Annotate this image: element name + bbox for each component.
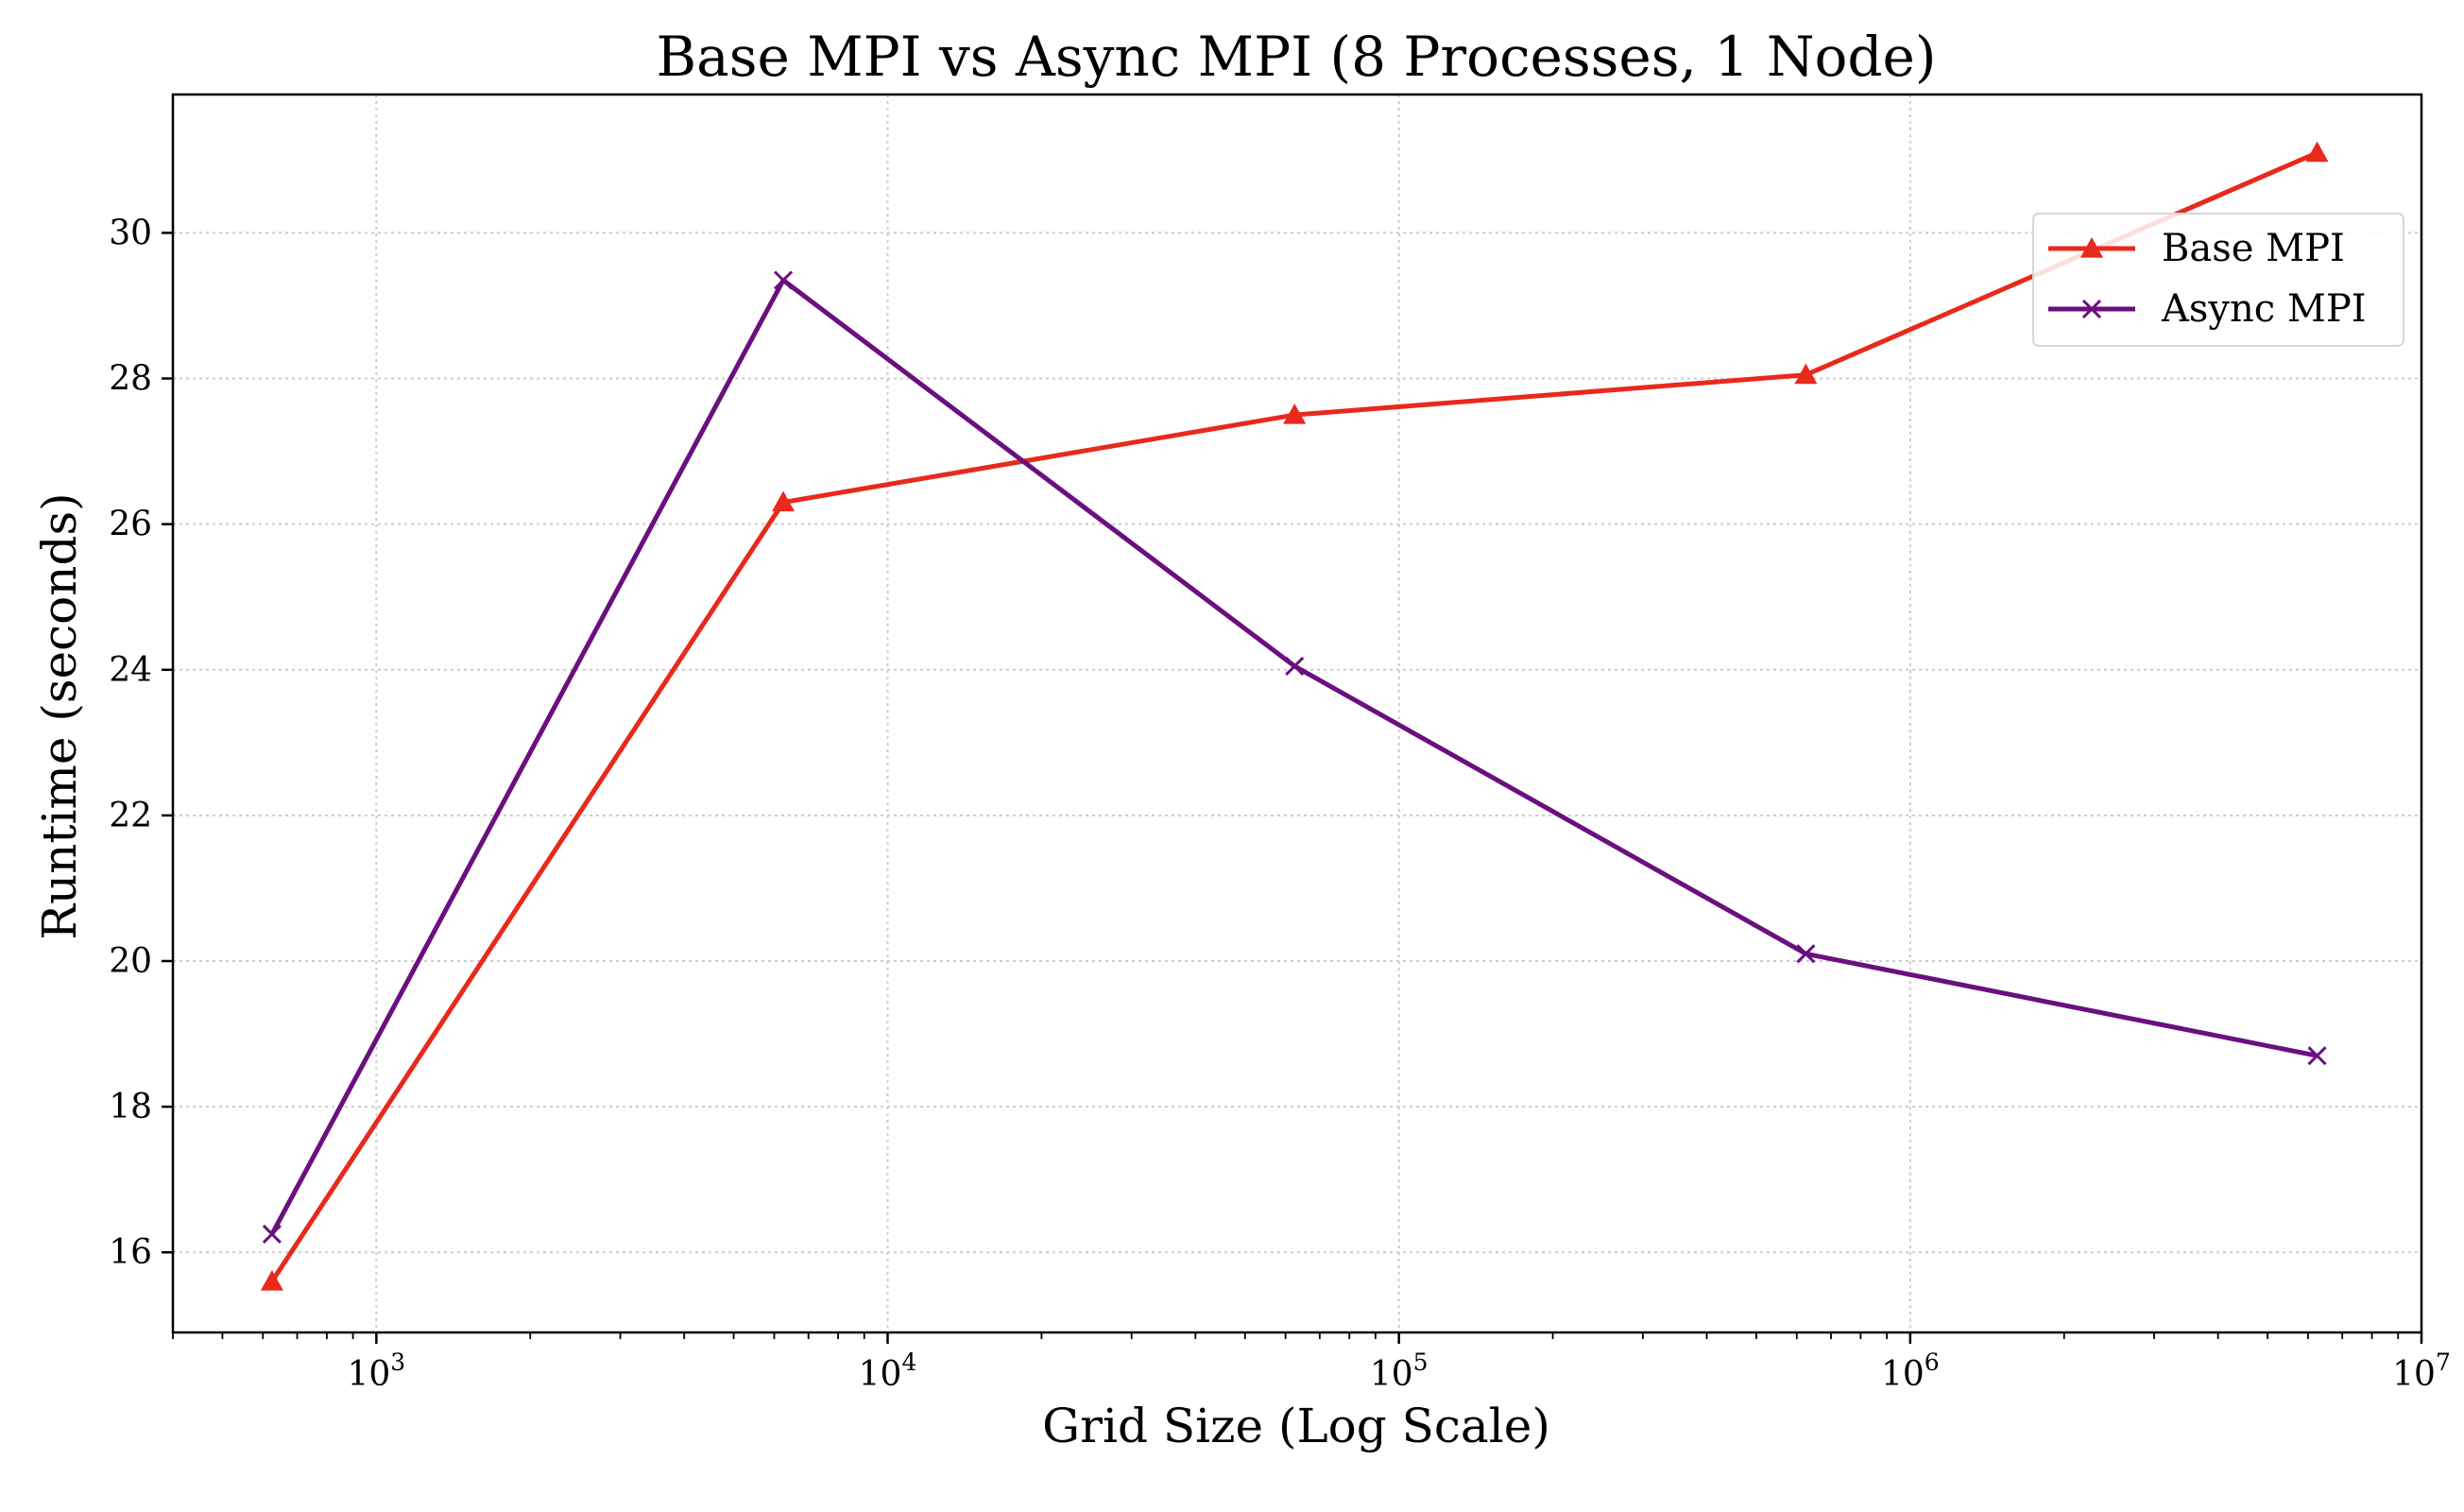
x-tick-label: 104 [859,1349,917,1394]
legend-label-async-mpi: Async MPI [2161,287,2367,331]
x-tick-label: 107 [2392,1349,2451,1394]
y-tick-label: 28 [109,360,152,399]
y-tick-label: 16 [109,1233,152,1272]
x-axis-title: Grid Size (Log Scale) [1042,1399,1550,1453]
x-tick-label: 103 [347,1349,405,1394]
series-layer [261,142,2329,1291]
y-tick-label: 20 [109,942,152,981]
data-point-async-mpi [775,272,792,289]
series-base-mpi [261,142,2329,1291]
legend-label-base-mpi: Base MPI [2162,227,2345,270]
series-line-base-mpi [272,153,2318,1281]
data-point-async-mpi [264,1226,281,1243]
x-tick-label: 106 [1881,1349,1940,1394]
y-axis-title: Runtime (seconds) [32,492,87,939]
y-axis: 16 18 20 22 24 26 28 30 [109,214,173,1272]
x-tick-label: 105 [1370,1349,1429,1394]
y-tick-label: 26 [109,506,152,544]
y-tick-label: 24 [109,651,152,690]
chart-title: Base MPI vs Async MPI (8 Processes, 1 No… [657,25,1937,89]
data-point-base-mpi [2306,142,2329,163]
y-tick-label: 22 [109,797,152,835]
x-axis: 103 104 105 106 107 [347,1332,2450,1394]
y-tick-label: 30 [109,214,152,252]
data-point-async-mpi [1286,658,1303,675]
legend: Base MPI Async MPI [2033,214,2404,346]
y-tick-label: 18 [109,1088,152,1126]
